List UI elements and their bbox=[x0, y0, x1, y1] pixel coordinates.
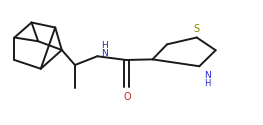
Text: S: S bbox=[194, 24, 200, 34]
Text: H: H bbox=[205, 79, 211, 88]
Text: H: H bbox=[101, 41, 108, 50]
Text: N: N bbox=[101, 49, 108, 58]
Text: N: N bbox=[204, 71, 211, 80]
Text: O: O bbox=[123, 92, 131, 102]
